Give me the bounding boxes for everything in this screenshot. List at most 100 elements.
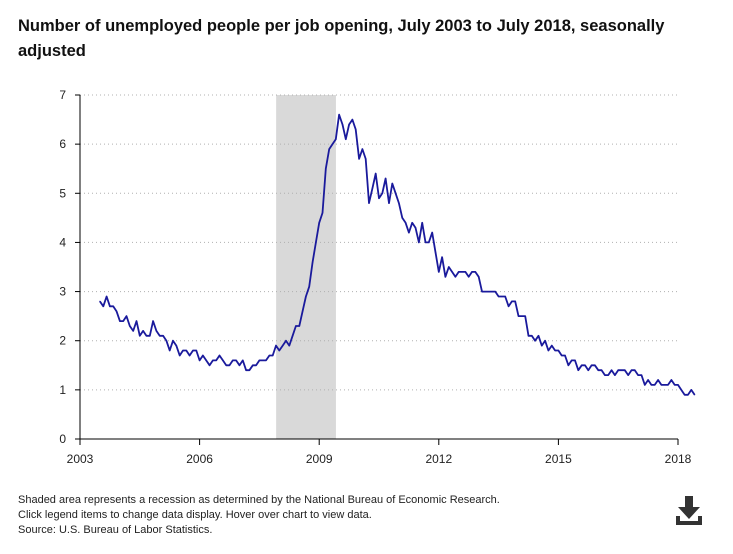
data-point[interactable] xyxy=(594,364,596,366)
data-point[interactable] xyxy=(571,359,573,361)
data-point[interactable] xyxy=(441,256,443,258)
data-point[interactable] xyxy=(508,305,510,307)
data-point[interactable] xyxy=(574,359,576,361)
data-point[interactable] xyxy=(601,369,603,371)
data-point[interactable] xyxy=(152,320,154,322)
data-point[interactable] xyxy=(355,128,357,130)
data-point[interactable] xyxy=(145,335,147,337)
data-point[interactable] xyxy=(584,364,586,366)
data-point[interactable] xyxy=(321,212,324,214)
data-point[interactable] xyxy=(511,300,513,302)
data-point[interactable] xyxy=(478,276,480,278)
data-point[interactable] xyxy=(115,310,118,312)
data-point[interactable] xyxy=(687,394,689,396)
data-point[interactable] xyxy=(385,177,387,180)
data-point[interactable] xyxy=(112,305,114,307)
data-point[interactable] xyxy=(106,295,108,298)
data-point[interactable] xyxy=(551,345,553,347)
data-point[interactable] xyxy=(209,364,211,366)
data-point[interactable] xyxy=(361,148,363,150)
data-point[interactable] xyxy=(488,291,490,293)
data-point[interactable] xyxy=(388,202,390,204)
data-point[interactable] xyxy=(235,359,237,361)
data-point[interactable] xyxy=(265,359,267,361)
data-point[interactable] xyxy=(295,325,297,327)
data-point[interactable] xyxy=(365,158,367,160)
data-point[interactable] xyxy=(159,335,161,337)
data-point[interactable] xyxy=(577,369,579,371)
data-point[interactable] xyxy=(292,335,294,337)
data-point[interactable] xyxy=(162,335,164,337)
data-point[interactable] xyxy=(398,202,400,204)
data-point[interactable] xyxy=(179,354,181,357)
data-point[interactable] xyxy=(624,369,626,371)
data-point[interactable] xyxy=(650,384,653,386)
data-point[interactable] xyxy=(122,320,124,322)
download-icon[interactable] xyxy=(674,494,704,526)
data-point[interactable] xyxy=(139,335,141,337)
data-point[interactable] xyxy=(531,335,533,337)
data-point[interactable] xyxy=(228,364,231,366)
data-point[interactable] xyxy=(517,315,520,317)
data-point[interactable] xyxy=(202,354,204,357)
data-point[interactable] xyxy=(464,271,466,273)
data-point[interactable] xyxy=(199,359,201,361)
data-point[interactable] xyxy=(564,354,566,357)
data-point[interactable] xyxy=(278,349,280,352)
data-point[interactable] xyxy=(205,359,207,361)
data-point[interactable] xyxy=(175,345,177,347)
data-point[interactable] xyxy=(428,241,430,243)
data-point[interactable] xyxy=(674,384,676,386)
data-point[interactable] xyxy=(611,369,613,371)
data-point[interactable] xyxy=(468,276,470,278)
data-point[interactable] xyxy=(494,291,496,293)
data-point[interactable] xyxy=(637,374,639,376)
data-point[interactable] xyxy=(647,379,649,381)
data-point[interactable] xyxy=(248,369,250,371)
data-point[interactable] xyxy=(149,335,151,337)
data-point[interactable] xyxy=(514,300,516,302)
data-point[interactable] xyxy=(617,369,619,371)
data-point[interactable] xyxy=(527,335,530,337)
data-point[interactable] xyxy=(195,349,197,352)
data-point[interactable] xyxy=(218,354,221,357)
data-point[interactable] xyxy=(109,305,111,307)
data-point[interactable] xyxy=(315,241,317,243)
data-point[interactable] xyxy=(338,114,340,116)
data-point[interactable] xyxy=(192,349,194,352)
data-point[interactable] xyxy=(561,354,563,357)
data-point[interactable] xyxy=(630,369,633,371)
data-point[interactable] xyxy=(537,335,540,337)
data-point[interactable] xyxy=(614,374,616,376)
data-point[interactable] xyxy=(358,158,360,160)
data-point[interactable] xyxy=(318,222,320,224)
data-point[interactable] xyxy=(644,384,646,386)
data-point[interactable] xyxy=(680,389,682,391)
data-point[interactable] xyxy=(597,369,599,371)
data-point[interactable] xyxy=(282,345,284,347)
data-point[interactable] xyxy=(405,222,407,224)
data-point[interactable] xyxy=(245,369,247,371)
data-point[interactable] xyxy=(434,251,437,253)
data-point[interactable] xyxy=(381,192,383,194)
data-point[interactable] xyxy=(690,389,692,391)
data-point[interactable] xyxy=(444,276,446,278)
data-point[interactable] xyxy=(438,271,440,273)
series-line[interactable] xyxy=(99,113,696,396)
data-point[interactable] xyxy=(262,359,264,361)
data-point[interactable] xyxy=(414,227,417,229)
data-point[interactable] xyxy=(155,330,157,332)
data-point[interactable] xyxy=(182,349,184,352)
data-point[interactable] xyxy=(189,354,191,357)
data-point[interactable] xyxy=(654,384,656,386)
data-point[interactable] xyxy=(607,374,609,376)
data-point[interactable] xyxy=(258,359,260,361)
data-point[interactable] xyxy=(677,384,679,386)
data-point[interactable] xyxy=(312,261,314,263)
data-point[interactable] xyxy=(215,359,217,361)
data-point[interactable] xyxy=(521,315,523,317)
data-point[interactable] xyxy=(534,340,536,342)
data-point[interactable] xyxy=(544,340,546,342)
data-point[interactable] xyxy=(581,364,583,366)
data-point[interactable] xyxy=(302,310,304,312)
